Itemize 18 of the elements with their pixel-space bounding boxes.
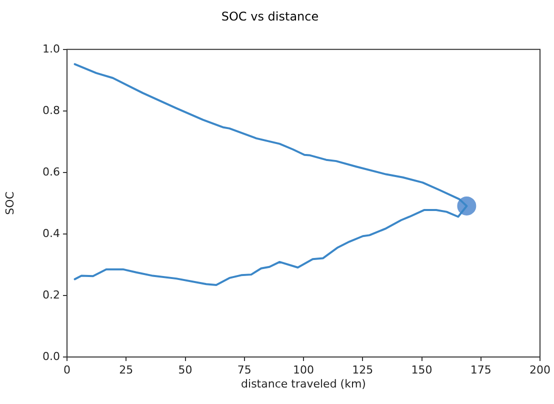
x-tick-label: 75: [237, 363, 252, 376]
y-tick-label: 0.0: [42, 350, 60, 363]
x-tick-label: 25: [119, 363, 134, 376]
y-axis-title: SOC: [3, 191, 16, 215]
x-tick-label: 100: [293, 363, 314, 376]
chart-title: SOC vs distance: [221, 9, 319, 24]
y-tick-label: 0.2: [42, 288, 60, 302]
x-tick-label: 150: [411, 363, 432, 376]
x-tick-label: 0: [64, 363, 70, 376]
x-axis-title: distance traveled (km): [241, 377, 366, 390]
y-tick-label: 1.0: [42, 42, 60, 56]
x-tick-label: 175: [470, 363, 492, 376]
x-tick-label: 200: [530, 363, 550, 376]
y-tick-label: 0.4: [42, 226, 60, 240]
x-tick-label: 125: [352, 363, 374, 376]
y-tick-label: 0.6: [42, 165, 60, 178]
x-tick-label: 50: [178, 363, 192, 376]
y-tick-label: 0.8: [42, 104, 60, 117]
